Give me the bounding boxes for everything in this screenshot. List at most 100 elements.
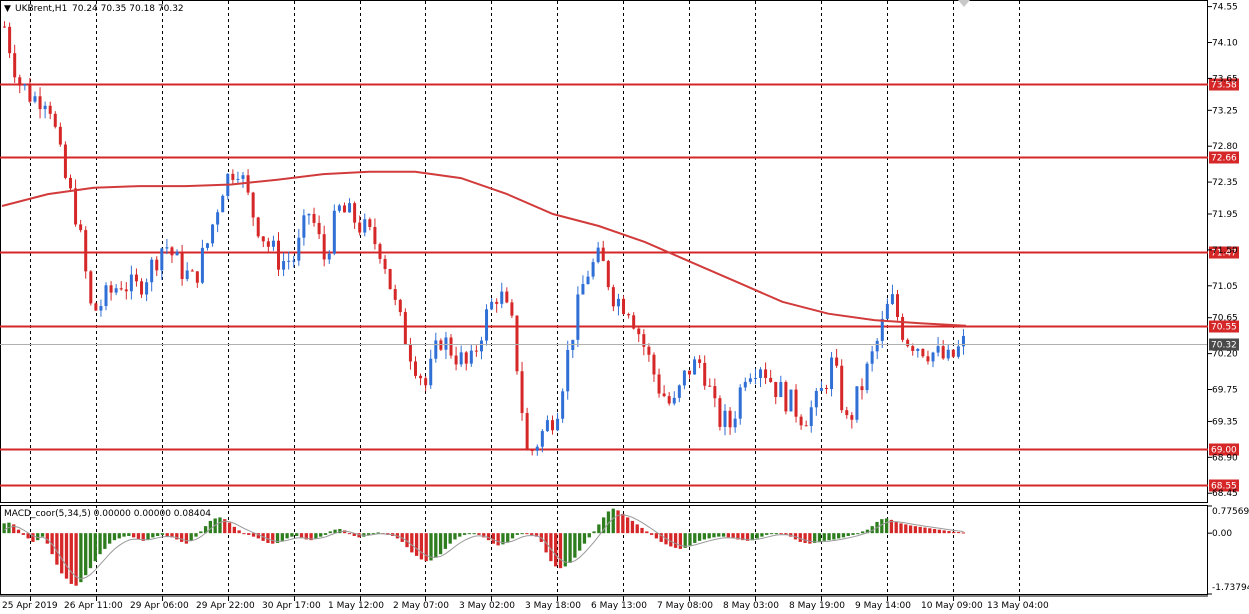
candle-body (205, 243, 209, 248)
candle-body (870, 351, 874, 364)
candle-body (911, 346, 915, 351)
macd-bar (673, 533, 678, 548)
candle-body (79, 224, 83, 231)
time-tick-label: 6 May 13:00 (591, 601, 647, 611)
macd-bar (256, 533, 260, 539)
level-price-label: 72.66 (1211, 154, 1237, 164)
macd-bar (251, 533, 256, 537)
level-price-label: 70.55 (1211, 323, 1237, 333)
candle-body (753, 377, 757, 379)
macd-bar (563, 533, 567, 567)
candle-body (145, 282, 149, 295)
macd-bar (702, 533, 707, 540)
macd-bar (319, 533, 323, 537)
candle-body (68, 177, 72, 189)
level-price-label: 68.55 (1211, 482, 1237, 492)
current-price-tag (1209, 338, 1239, 351)
macd-bar (884, 518, 889, 534)
macd-bar (136, 533, 141, 540)
macd-bar (606, 511, 611, 534)
macd-bar (275, 533, 280, 543)
candle-body (830, 357, 834, 390)
macd-bar (69, 533, 73, 584)
candle-body (961, 335, 965, 347)
candle-body (774, 381, 778, 398)
candle-body (195, 271, 199, 283)
candle-body (835, 357, 839, 366)
macd-signal-line (4, 514, 964, 580)
macd-bar (592, 531, 596, 534)
macd-bar (952, 531, 956, 534)
macd-bar (937, 529, 942, 534)
macd-bar (477, 533, 481, 535)
candle-body (819, 387, 823, 391)
macd-bar (942, 530, 946, 534)
macd-bar (218, 517, 222, 534)
macd-bar (683, 533, 687, 548)
macd-bar (611, 508, 615, 534)
macd-bar (573, 533, 577, 558)
macd-bar (2, 523, 6, 534)
macd-bar (117, 533, 121, 539)
macd-bar (578, 533, 582, 551)
candle-body (708, 385, 712, 387)
macd-bar (534, 533, 539, 537)
candle-body (951, 349, 955, 357)
price-tick-label: 70.65 (1212, 314, 1238, 324)
macd-bar (376, 532, 380, 534)
candle-body (561, 391, 565, 419)
candle-body (916, 348, 920, 351)
candle-body (23, 84, 27, 86)
macd-bar (462, 533, 467, 535)
candle-body (520, 371, 524, 413)
candle-body (292, 260, 296, 262)
macd-bar (323, 533, 328, 535)
macd-bar (366, 533, 371, 535)
symbol-dropdown-icon[interactable]: ▼ (4, 4, 11, 14)
candle-body (383, 258, 387, 270)
time-tick-label: 1 May 12:00 (328, 601, 384, 611)
indicator-tick-label: 0.77569 (1212, 507, 1249, 517)
macd-bar (908, 525, 913, 534)
candle-body (231, 173, 235, 180)
macd-bar (146, 533, 150, 540)
candle-body (789, 389, 793, 412)
candle-body (312, 213, 316, 223)
chart-shift-icon[interactable] (958, 0, 970, 7)
macd-bar (918, 526, 922, 534)
price-tick-label: 74.55 (1212, 3, 1238, 13)
macd-bar (285, 533, 289, 539)
macd-bar (434, 533, 438, 558)
macd-bar (155, 533, 160, 536)
candle-body (373, 227, 377, 245)
macd-bar (707, 533, 711, 539)
macd-bar (271, 533, 275, 544)
macd-bar (410, 533, 414, 553)
macd-bar (16, 529, 21, 534)
candle-body (99, 306, 103, 311)
macd-bar (659, 533, 663, 542)
candle-body (662, 393, 666, 397)
macd-bar (669, 533, 673, 547)
macd-bar (621, 513, 625, 534)
candle-body (348, 203, 352, 213)
level-price-label: 69.00 (1211, 446, 1237, 456)
macd-bar (458, 533, 462, 537)
macd-bar (813, 533, 817, 543)
candle-body (535, 446, 539, 451)
candle-body (414, 361, 418, 376)
candle-body (941, 346, 945, 359)
candle-body (804, 425, 808, 427)
time-tick-label: 25 Apr 2019 (2, 601, 58, 611)
macd-bar (697, 533, 702, 541)
macd-bar (837, 533, 841, 539)
candle-body (43, 105, 47, 110)
candle-body (865, 363, 869, 391)
macd-bar (832, 533, 836, 540)
candle-body (150, 259, 154, 283)
macd-bar (55, 533, 59, 565)
macd-bar (93, 533, 97, 562)
macd-bar (232, 526, 237, 534)
candle-body (18, 77, 22, 86)
candle-body (469, 350, 473, 364)
